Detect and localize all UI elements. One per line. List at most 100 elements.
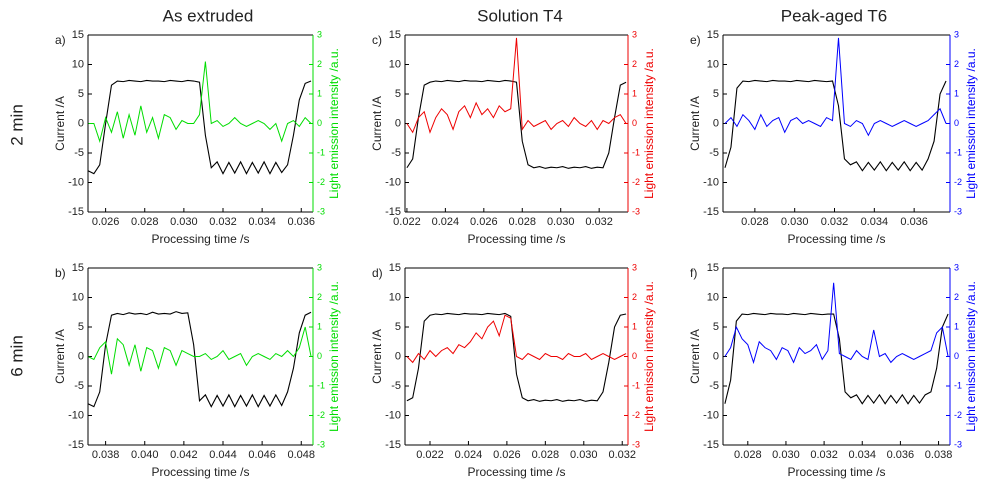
y2-axis-label: Light emission intensity /a.u.: [964, 281, 978, 432]
x-tick-label: 0.028: [131, 216, 159, 228]
y2-tick-label: 3: [317, 29, 322, 39]
y-tick-label: 0: [713, 350, 719, 362]
x-tick-label: 0.026: [92, 216, 120, 228]
column-title: Solution T4: [477, 6, 563, 25]
y-tick-label: 15: [72, 29, 84, 41]
series-line: [406, 312, 627, 402]
y-tick-label: -5: [709, 380, 719, 392]
x-tick-label: 0.028: [532, 449, 560, 461]
y2-tick-label: -2: [632, 410, 640, 420]
y-tick-label: 15: [72, 262, 84, 274]
y2-tick-label: 0: [954, 351, 959, 361]
y2-tick-label: 2: [954, 292, 959, 302]
x-axis-label: Processing time /s: [787, 232, 885, 246]
x-tick-label: 0.036: [900, 216, 928, 228]
series-line: [87, 326, 312, 375]
x-tick-label: 0.030: [570, 449, 598, 461]
y-tick-label: 15: [389, 29, 401, 41]
series-line: [406, 37, 627, 134]
y-tick-label: 0: [78, 117, 84, 129]
y2-tick-label: -1: [632, 147, 640, 157]
panel: c)0.022 0.024 0.026 0.028 0.030 0.032-15-10-5…: [370, 29, 656, 246]
x-axis-label: Processing time /s: [787, 465, 885, 479]
x-tick-label: 0.034: [861, 216, 889, 228]
y-tick-label: 10: [389, 291, 401, 303]
y-tick-label: -5: [709, 147, 719, 159]
x-tick-label: 0.028: [741, 216, 769, 228]
y-tick-label: 5: [713, 321, 719, 333]
y2-tick-label: 3: [632, 262, 637, 272]
y-axis-label: Current /A: [370, 329, 384, 384]
y-tick-label: -15: [703, 206, 719, 218]
y2-tick-label: -1: [954, 147, 962, 157]
panel-label: b): [55, 266, 66, 280]
x-tick-label: 0.038: [925, 449, 953, 461]
x-tick-label: 0.038: [92, 449, 120, 461]
y2-tick-label: 2: [317, 59, 322, 69]
y-tick-label: -10: [68, 409, 84, 421]
y-tick-label: 10: [72, 291, 84, 303]
y2-tick-label: 2: [632, 59, 637, 69]
y-tick-label: -10: [385, 176, 401, 188]
x-tick-label: 0.034: [248, 216, 276, 228]
x-tick-label: 0.030: [547, 216, 575, 228]
y-tick-label: 5: [713, 88, 719, 100]
x-axis-label: Processing time /s: [467, 232, 565, 246]
y2-tick-label: -1: [317, 380, 325, 390]
panel-label: a): [55, 33, 66, 47]
y-tick-label: -15: [385, 439, 401, 451]
y-tick-label: 15: [389, 262, 401, 274]
series-line: [87, 79, 312, 175]
y-tick-label: -5: [391, 147, 401, 159]
x-tick-label: 0.036: [287, 216, 315, 228]
y2-tick-label: 3: [954, 29, 959, 39]
x-tick-label: 0.030: [170, 216, 198, 228]
y2-tick-label: 1: [317, 88, 322, 98]
y2-tick-label: 1: [632, 88, 637, 98]
y-tick-label: -10: [385, 409, 401, 421]
y-tick-label: -10: [703, 176, 719, 188]
series-line: [724, 282, 949, 365]
x-tick-label: 0.022: [416, 449, 444, 461]
x-tick-label: 0.030: [772, 449, 800, 461]
y-tick-label: 10: [707, 291, 719, 303]
x-tick-label: 0.032: [821, 216, 849, 228]
y-tick-label: 15: [707, 29, 719, 41]
y-tick-label: 5: [78, 88, 84, 100]
y-tick-label: -5: [74, 147, 84, 159]
y-tick-label: -15: [68, 206, 84, 218]
x-tick-label: 0.030: [781, 216, 809, 228]
x-axis-label: Processing time /s: [151, 465, 249, 479]
y2-tick-label: -2: [954, 177, 962, 187]
x-tick-label: 0.042: [170, 449, 198, 461]
x-axis-label: Processing time /s: [151, 232, 249, 246]
y2-tick-label: -1: [954, 380, 962, 390]
y2-tick-label: 1: [317, 321, 322, 331]
y2-tick-label: 0: [632, 118, 637, 128]
x-tick-label: 0.028: [509, 216, 537, 228]
y-tick-label: -5: [391, 380, 401, 392]
y2-tick-label: 2: [317, 292, 322, 302]
column-title: Peak-aged T6: [781, 6, 887, 25]
y-tick-label: 0: [395, 350, 401, 362]
y2-tick-label: 3: [954, 262, 959, 272]
y2-tick-label: 1: [954, 321, 959, 331]
x-axis-label: Processing time /s: [467, 465, 565, 479]
x-tick-label: 0.048: [287, 449, 315, 461]
y-axis-label: Current /A: [688, 96, 702, 151]
y2-tick-label: 0: [317, 351, 322, 361]
panel-label: e): [690, 33, 701, 47]
panel: a)0.026 0.028 0.030 0.032 0.034 0.036-15-10-5…: [53, 29, 341, 246]
y-tick-label: 10: [707, 58, 719, 70]
y-tick-label: 15: [707, 262, 719, 274]
y-tick-label: 0: [713, 117, 719, 129]
y2-tick-label: 0: [632, 351, 637, 361]
x-tick-label: 0.032: [608, 449, 636, 461]
y2-tick-label: -3: [317, 206, 325, 216]
y2-tick-label: -3: [632, 439, 640, 449]
y-tick-label: 0: [395, 117, 401, 129]
x-tick-label: 0.026: [470, 216, 498, 228]
y2-tick-label: -1: [632, 380, 640, 390]
